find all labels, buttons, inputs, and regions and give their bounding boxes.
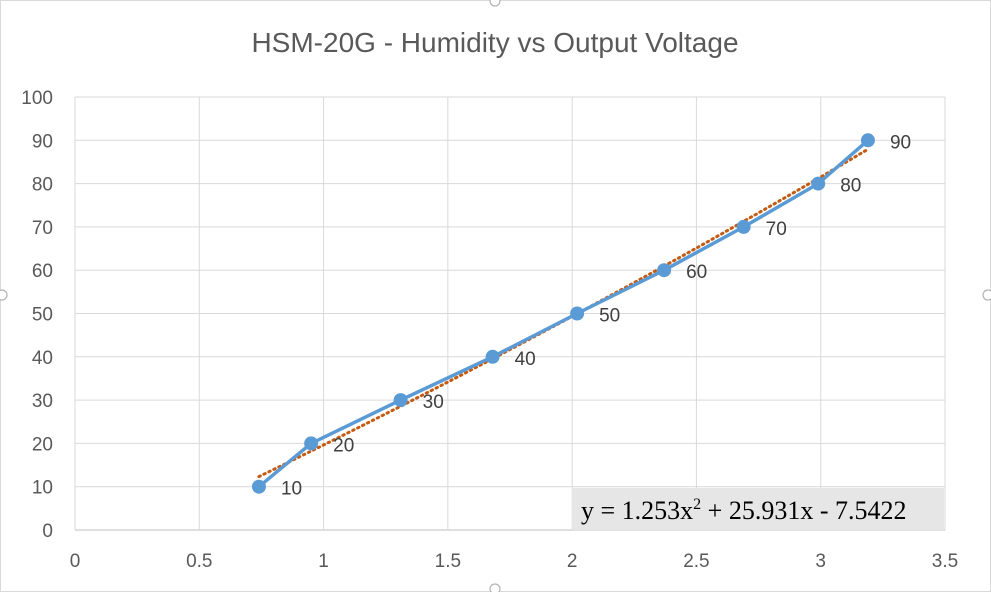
- x-tick-label: 0.5: [186, 551, 212, 572]
- y-tick-label: 100: [21, 88, 53, 109]
- equation-exponent: 2: [693, 496, 701, 513]
- data-label: 60: [686, 262, 707, 283]
- gridlines: [74, 96, 946, 531]
- data-label: 70: [766, 219, 787, 240]
- data-label-group: 10 20 30 40 50 60 70 80 90: [281, 132, 911, 499]
- x-axis-tick-labels: 0 0.5 1 1.5 2 2.5 3 3.5: [70, 551, 959, 572]
- x-tick-label: 3.5: [932, 551, 958, 572]
- y-tick-label: 0: [42, 521, 53, 542]
- equation-part-1: y = 1.253x: [581, 496, 693, 525]
- y-tick-label: 60: [32, 261, 53, 282]
- y-tick-label: 90: [32, 131, 53, 152]
- x-tick-label: 0: [70, 551, 81, 572]
- x-tick-label: 1: [318, 551, 329, 572]
- series-group: [251, 133, 875, 494]
- x-tick-label: 2.5: [683, 551, 709, 572]
- data-point-marker: [393, 393, 408, 408]
- data-label: 90: [890, 132, 911, 153]
- y-tick-label: 10: [32, 478, 53, 499]
- trendline-equation-box[interactable]: y = 1.253x2 + 25.931x - 7.5422: [573, 488, 944, 530]
- resize-handle-bottom[interactable]: [489, 583, 501, 592]
- y-tick-label: 20: [32, 434, 53, 455]
- data-point-marker: [570, 306, 585, 321]
- y-axis-tick-labels: 0 10 20 30 40 50 60 70 80 90 100: [21, 88, 53, 542]
- data-label: 20: [333, 435, 354, 456]
- trendline: [257, 147, 870, 479]
- data-point-marker: [485, 349, 500, 364]
- resize-handle-right[interactable]: [982, 289, 991, 301]
- chart-title: HSM-20G - Humidity vs Output Voltage: [251, 27, 738, 58]
- resize-handle-left[interactable]: [0, 289, 8, 301]
- x-tick-label: 3: [815, 551, 826, 572]
- y-tick-label: 70: [32, 218, 53, 239]
- equation-part-2: + 25.931x - 7.5422: [701, 496, 906, 525]
- data-label: 30: [423, 392, 444, 413]
- equation-background: [573, 488, 944, 530]
- x-tick-label: 2: [567, 551, 578, 572]
- data-point-marker: [860, 133, 875, 148]
- data-label: 80: [840, 176, 861, 197]
- y-tick-label: 40: [32, 348, 53, 369]
- y-tick-label: 50: [32, 305, 53, 326]
- y-tick-label: 80: [32, 175, 53, 196]
- data-point-marker: [251, 479, 266, 494]
- trendline-group: [257, 147, 870, 479]
- x-tick-label: 1.5: [435, 551, 461, 572]
- data-point-marker: [657, 263, 672, 278]
- trendline-equation: y = 1.253x2 + 25.931x - 7.5422: [581, 496, 907, 525]
- data-point-marker: [736, 219, 751, 234]
- data-label: 10: [281, 479, 302, 500]
- data-label: 40: [515, 349, 536, 370]
- resize-handle-top[interactable]: [489, 0, 501, 7]
- y-tick-label: 30: [32, 391, 53, 412]
- data-point-marker: [304, 436, 319, 451]
- data-point-marker: [811, 176, 826, 191]
- data-label: 50: [599, 306, 620, 327]
